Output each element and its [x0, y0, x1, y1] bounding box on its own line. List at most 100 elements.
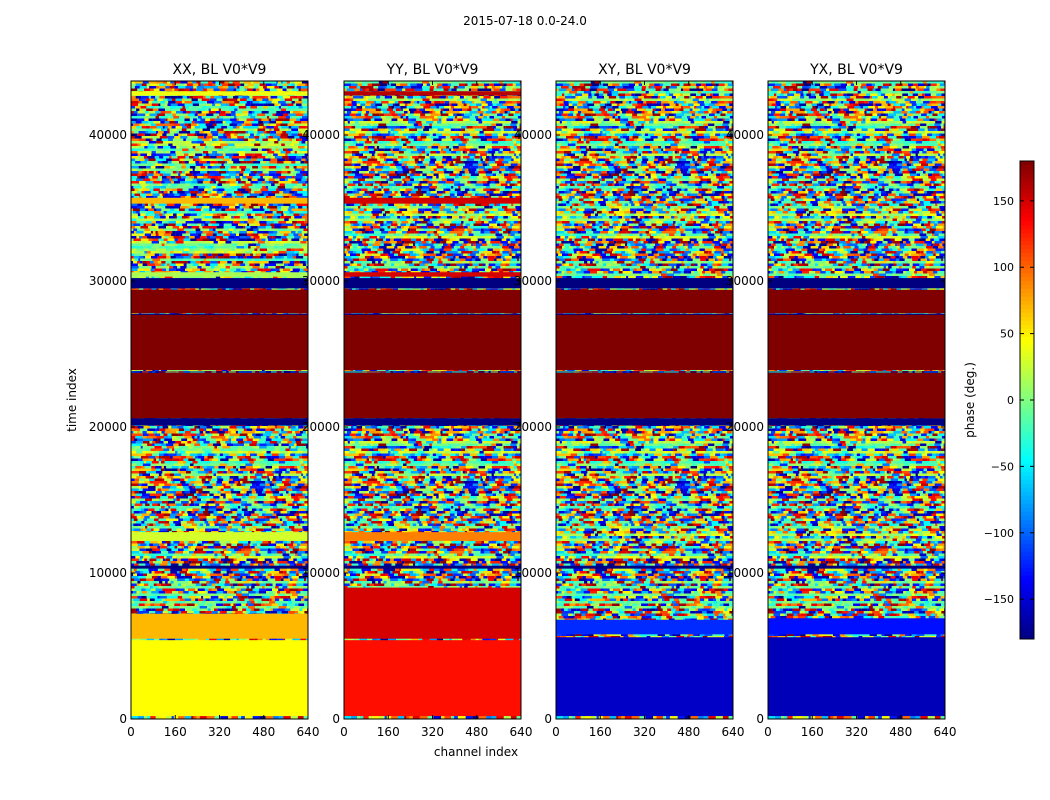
- y-tick-label: 40000: [726, 128, 764, 142]
- heatmap-image: [344, 81, 521, 719]
- colorbar-step: [1020, 455, 1034, 461]
- phase-band-6: [131, 91, 308, 96]
- colorbar-step: [1020, 320, 1034, 325]
- phase-band-5: [768, 418, 945, 426]
- colorbar-step: [1020, 284, 1034, 289]
- x-tick-label: 0: [764, 725, 772, 739]
- colorbar-step: [1020, 547, 1034, 552]
- colorbar-step: [1020, 575, 1034, 580]
- phase-band-2: [131, 372, 308, 419]
- colorbar-step: [1020, 459, 1034, 465]
- x-tick-label: 320: [633, 725, 656, 739]
- y-tick-label: 0: [756, 712, 764, 726]
- flag-line: [344, 313, 521, 315]
- colorbar-step: [1020, 380, 1034, 385]
- phase-band-2: [556, 372, 733, 419]
- colorbar-step: [1020, 615, 1034, 620]
- colorbar-step: [1020, 503, 1034, 509]
- x-axis-label: channel index: [434, 745, 518, 759]
- flag-line: [344, 371, 521, 373]
- y-tick-label: 30000: [89, 274, 127, 288]
- y-tick-label: 10000: [514, 566, 552, 580]
- phase-band-4: [768, 278, 945, 289]
- colorbar-step: [1020, 543, 1034, 548]
- colorbar-step: [1020, 300, 1034, 305]
- y-tick-label: 20000: [89, 420, 127, 434]
- phase-band-6: [556, 565, 733, 569]
- colorbar-tick-label: 100: [993, 261, 1014, 274]
- colorbar-step: [1020, 495, 1034, 501]
- colorbar-step: [1020, 607, 1034, 612]
- x-tick-label: 480: [889, 725, 912, 739]
- colorbar-step: [1020, 527, 1034, 532]
- phase-band-1: [768, 289, 945, 314]
- colorbar-step: [1020, 196, 1034, 202]
- phase-band-1: [344, 289, 521, 314]
- colorbar-step: [1020, 180, 1034, 186]
- colorbar-step: [1020, 332, 1034, 337]
- colorbar-step: [1020, 252, 1034, 258]
- x-tick-label: 160: [377, 725, 400, 739]
- y-tick-label: 10000: [89, 566, 127, 580]
- x-tick-label: 160: [164, 725, 187, 739]
- colorbar-step: [1020, 583, 1034, 588]
- panels-group: XX, BL V0*V9 0 160 320 480 640 0 10000 20000 3000…: [89, 62, 957, 739]
- colorbar-step: [1020, 280, 1034, 285]
- colorbar-step: [1020, 627, 1034, 632]
- colorbar-step: [1020, 168, 1034, 174]
- panel-title: YX, BL V0*V9: [809, 62, 903, 78]
- phase-band-9: [131, 532, 308, 541]
- colorbar-step: [1020, 288, 1034, 293]
- y-tick-label: 20000: [726, 420, 764, 434]
- phase-band-12: [131, 640, 308, 717]
- panel-4: YX, BL V0*V9 0 160 320 480 640 0 10000 20000 3000…: [726, 62, 957, 739]
- x-tick-label: 0: [340, 725, 348, 739]
- phase-band-1: [131, 289, 308, 314]
- colorbar-step: [1020, 200, 1034, 206]
- phase-band-7: [556, 619, 733, 635]
- colorbar-step: [1020, 591, 1034, 596]
- phase-band-8: [768, 637, 945, 717]
- y-tick-label: 10000: [302, 566, 340, 580]
- colorbar-step: [1020, 316, 1034, 321]
- colorbar-step: [1020, 551, 1034, 556]
- colorbar-step: [1020, 232, 1034, 238]
- phase-band-5: [556, 418, 733, 426]
- colorbar-step: [1020, 276, 1034, 281]
- colorbar-step: [1020, 372, 1034, 377]
- colorbar-step: [1020, 523, 1034, 528]
- colorbar-step: [1020, 184, 1034, 190]
- colorbar-step: [1020, 368, 1034, 373]
- colorbar-step: [1020, 451, 1034, 457]
- colorbar-step: [1020, 212, 1034, 218]
- y-tick-label: 40000: [89, 128, 127, 142]
- colorbar-tick-label: −150: [984, 593, 1014, 606]
- x-tick-label: 480: [465, 725, 488, 739]
- flag-line: [768, 313, 945, 315]
- y-tick-label: 10000: [726, 566, 764, 580]
- y-tick-label: 40000: [514, 128, 552, 142]
- colorbar-step: [1020, 499, 1034, 505]
- colorbar-step: [1020, 491, 1034, 497]
- phase-band-3: [344, 314, 521, 371]
- phase-band-2: [344, 372, 521, 419]
- colorbar-step: [1020, 423, 1034, 429]
- colorbar-step: [1020, 204, 1034, 210]
- colorbar-step: [1020, 483, 1034, 489]
- colorbar-step: [1020, 463, 1034, 469]
- colorbar-step: [1020, 411, 1034, 417]
- x-tick-label: 480: [252, 725, 275, 739]
- phase-band-7: [131, 197, 308, 204]
- colorbar-step: [1020, 567, 1034, 572]
- heatmap-image: [768, 81, 945, 719]
- flag-line: [768, 371, 945, 373]
- x-tick-label: 0: [552, 725, 560, 739]
- colorbar-step: [1020, 336, 1034, 341]
- panel-3: XY, BL V0*V9 0 160 320 480 640 0 10000 20000 3000…: [514, 62, 745, 739]
- heatmap-image: [131, 81, 308, 719]
- panel-1: XX, BL V0*V9 0 160 320 480 640 0 10000 20000 3000…: [89, 62, 320, 739]
- phase-band-3: [768, 314, 945, 371]
- y-tick-label: 30000: [726, 274, 764, 288]
- colorbar-step: [1020, 348, 1034, 353]
- colorbar-step: [1020, 360, 1034, 365]
